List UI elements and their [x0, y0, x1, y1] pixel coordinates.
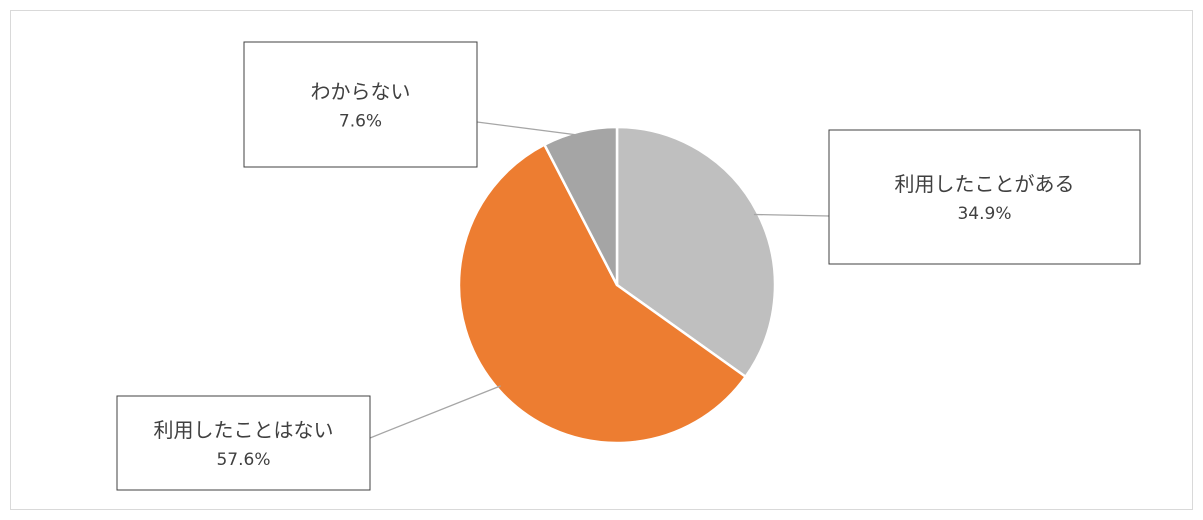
leader-lines: [369, 121, 830, 439]
pie-slices: [457, 125, 777, 445]
pie-slice-1: [615, 125, 777, 379]
data-label-frame: [243, 41, 478, 168]
data-label-percentage: 34.9%: [957, 204, 1011, 224]
data-label-box-2: 利用したことはない 57.6%: [116, 395, 371, 491]
data-label-box-1: 利用したことがある 34.9%: [828, 129, 1141, 265]
data-label-category: わからない: [311, 80, 411, 104]
pie-slice-2: [457, 143, 747, 445]
data-label-box-3: わからない 7.6%: [243, 41, 478, 168]
leader-line-2: [369, 385, 501, 439]
data-label-percentage: 7.6%: [339, 112, 382, 132]
data-label-percentage: 57.6%: [216, 450, 270, 470]
data-label-frame: [116, 395, 371, 491]
data-label-frame: [828, 129, 1141, 265]
leader-line-3: [476, 121, 581, 137]
data-label-category: 利用したことがある: [895, 172, 1075, 196]
data-label-category: 利用したことはない: [154, 418, 334, 442]
data-labels: 利用したことがある 34.9% 利用したことはない 57.6% わからない 7.6%: [116, 41, 1141, 491]
pie-slice-3: [543, 125, 619, 287]
leader-line-1: [753, 213, 830, 217]
